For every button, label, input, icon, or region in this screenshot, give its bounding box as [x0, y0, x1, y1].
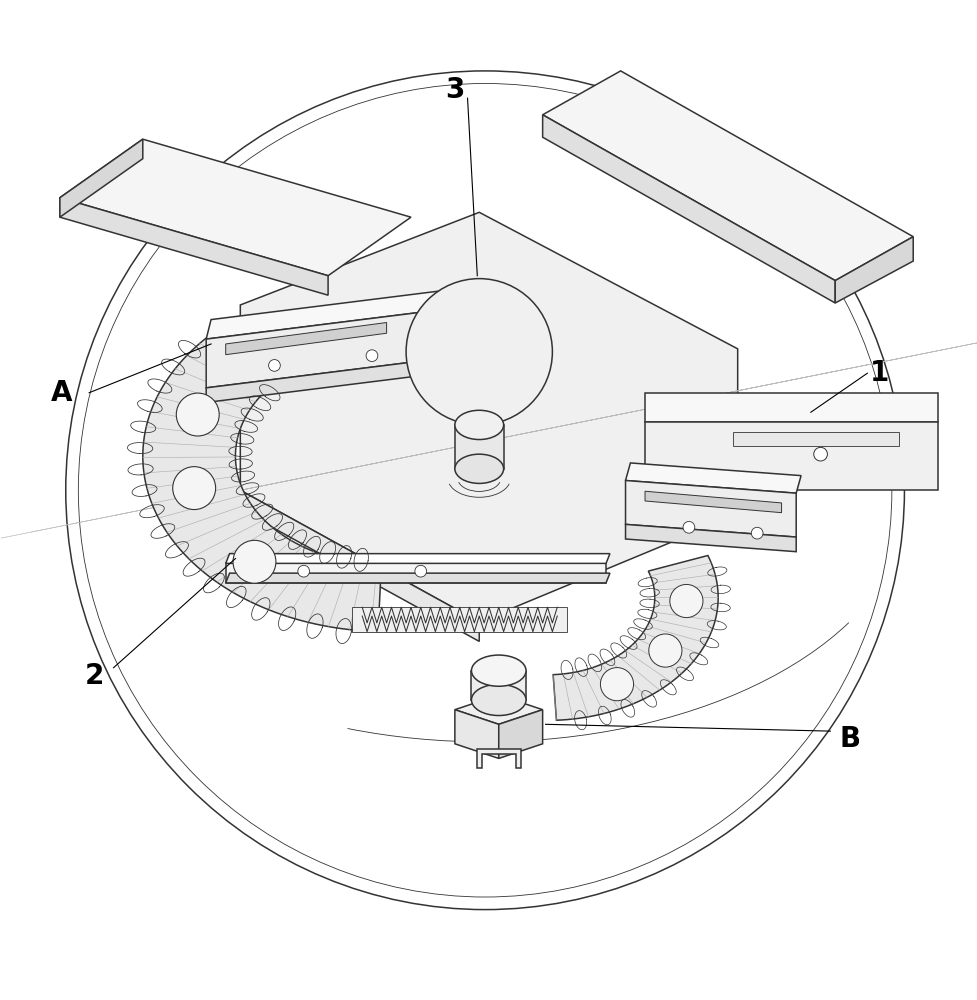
Text: 1: 1 [869, 359, 888, 387]
Circle shape [176, 393, 219, 436]
Circle shape [173, 467, 215, 510]
Polygon shape [240, 490, 479, 641]
Polygon shape [226, 554, 610, 563]
Polygon shape [732, 432, 898, 446]
Circle shape [233, 540, 276, 583]
Circle shape [682, 521, 694, 533]
Circle shape [600, 668, 633, 701]
Polygon shape [206, 290, 445, 339]
Polygon shape [542, 71, 913, 281]
Text: A: A [51, 379, 72, 407]
Polygon shape [206, 359, 440, 402]
Text: 3: 3 [445, 76, 464, 104]
Polygon shape [352, 607, 567, 632]
Ellipse shape [454, 410, 503, 440]
Polygon shape [625, 480, 795, 537]
Circle shape [750, 527, 762, 539]
Circle shape [648, 634, 681, 667]
Polygon shape [226, 323, 386, 355]
Circle shape [669, 584, 702, 618]
Polygon shape [60, 139, 143, 217]
Text: 2: 2 [84, 662, 104, 690]
Polygon shape [625, 463, 800, 493]
Polygon shape [645, 393, 937, 422]
Polygon shape [143, 332, 381, 632]
Polygon shape [471, 671, 526, 700]
Polygon shape [542, 115, 834, 303]
Circle shape [298, 565, 310, 577]
Ellipse shape [471, 684, 526, 716]
Polygon shape [834, 237, 913, 303]
Ellipse shape [471, 655, 526, 686]
Polygon shape [454, 710, 498, 758]
Polygon shape [477, 749, 521, 768]
Polygon shape [625, 524, 795, 552]
Polygon shape [206, 310, 440, 388]
Polygon shape [226, 563, 606, 583]
Polygon shape [645, 422, 937, 490]
Circle shape [365, 350, 377, 362]
Circle shape [65, 71, 904, 910]
Polygon shape [454, 425, 503, 469]
Text: B: B [838, 725, 860, 753]
Polygon shape [60, 139, 410, 276]
Polygon shape [553, 555, 717, 720]
Polygon shape [454, 695, 542, 724]
Circle shape [414, 565, 426, 577]
Polygon shape [226, 573, 610, 583]
Circle shape [813, 447, 827, 461]
Polygon shape [498, 710, 542, 758]
Ellipse shape [454, 454, 503, 483]
Circle shape [405, 279, 552, 425]
Circle shape [269, 360, 280, 371]
Polygon shape [645, 491, 781, 513]
Polygon shape [240, 212, 737, 622]
Polygon shape [60, 198, 327, 295]
